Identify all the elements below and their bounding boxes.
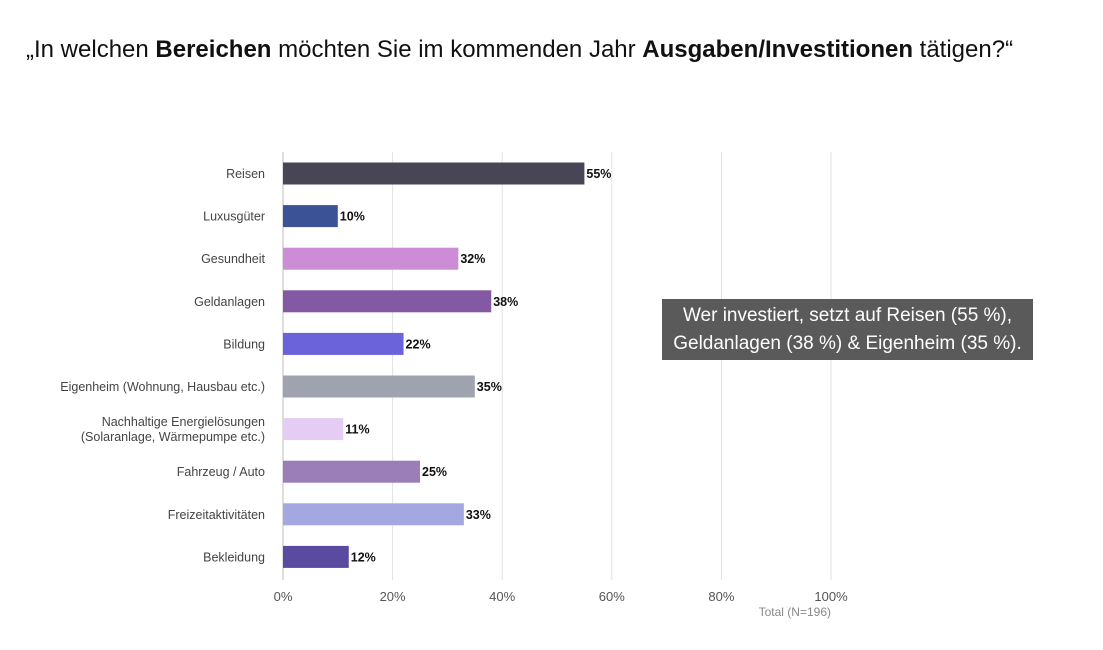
bar (283, 460, 420, 483)
bar (283, 205, 338, 228)
callout-line-2: Geldanlagen (38 %) & Eigenheim (35 %). (673, 333, 1022, 354)
bar (283, 332, 404, 355)
data-label: 12% (351, 550, 376, 564)
data-label: 11% (345, 423, 369, 437)
x-tick-label: 20% (380, 589, 406, 604)
data-label: 33% (466, 508, 491, 522)
x-tick-label: 80% (708, 589, 734, 604)
bar (283, 545, 349, 568)
total-label: Total (N=196) (759, 605, 831, 619)
category-label: Fahrzeug / Auto (177, 465, 265, 479)
category-label: Gesundheit (201, 252, 265, 266)
bar (283, 290, 492, 313)
x-tick-label: 40% (489, 589, 515, 604)
category-label: Bildung (223, 337, 265, 351)
bar (283, 418, 344, 441)
data-label: 55% (586, 167, 611, 181)
bar (283, 375, 475, 398)
bar (283, 247, 459, 270)
data-label: 25% (422, 465, 447, 479)
data-label: 10% (340, 210, 365, 224)
bar (283, 162, 585, 185)
category-label: Nachhaltige Energielösungen (Solaranlage,… (81, 415, 265, 444)
x-tick-label: 0% (274, 589, 293, 604)
x-tick-label: 60% (599, 589, 625, 604)
category-label: Freizeitaktivitäten (168, 508, 265, 522)
category-label: Bekleidung (203, 550, 265, 564)
data-label: 32% (460, 252, 485, 266)
callout-line-1: Wer investiert, setzt auf Reisen (55 %), (682, 305, 1013, 326)
bar (283, 503, 464, 526)
category-label: Luxusgüter (203, 210, 265, 224)
data-label: 22% (406, 337, 431, 351)
chart-title: „In welchen Bereichen möchten Sie im kom… (26, 36, 1014, 63)
data-label: 35% (477, 380, 502, 394)
category-label: Eigenheim (Wohnung, Hausbau etc.) (60, 380, 265, 394)
callout-box: Wer investiert, setzt auf Reisen (55 %),… (662, 299, 1033, 360)
category-label: Reisen (226, 167, 265, 181)
category-label: Geldanlagen (194, 295, 265, 309)
x-tick-label: 100% (814, 589, 848, 604)
data-label: 38% (493, 295, 518, 309)
